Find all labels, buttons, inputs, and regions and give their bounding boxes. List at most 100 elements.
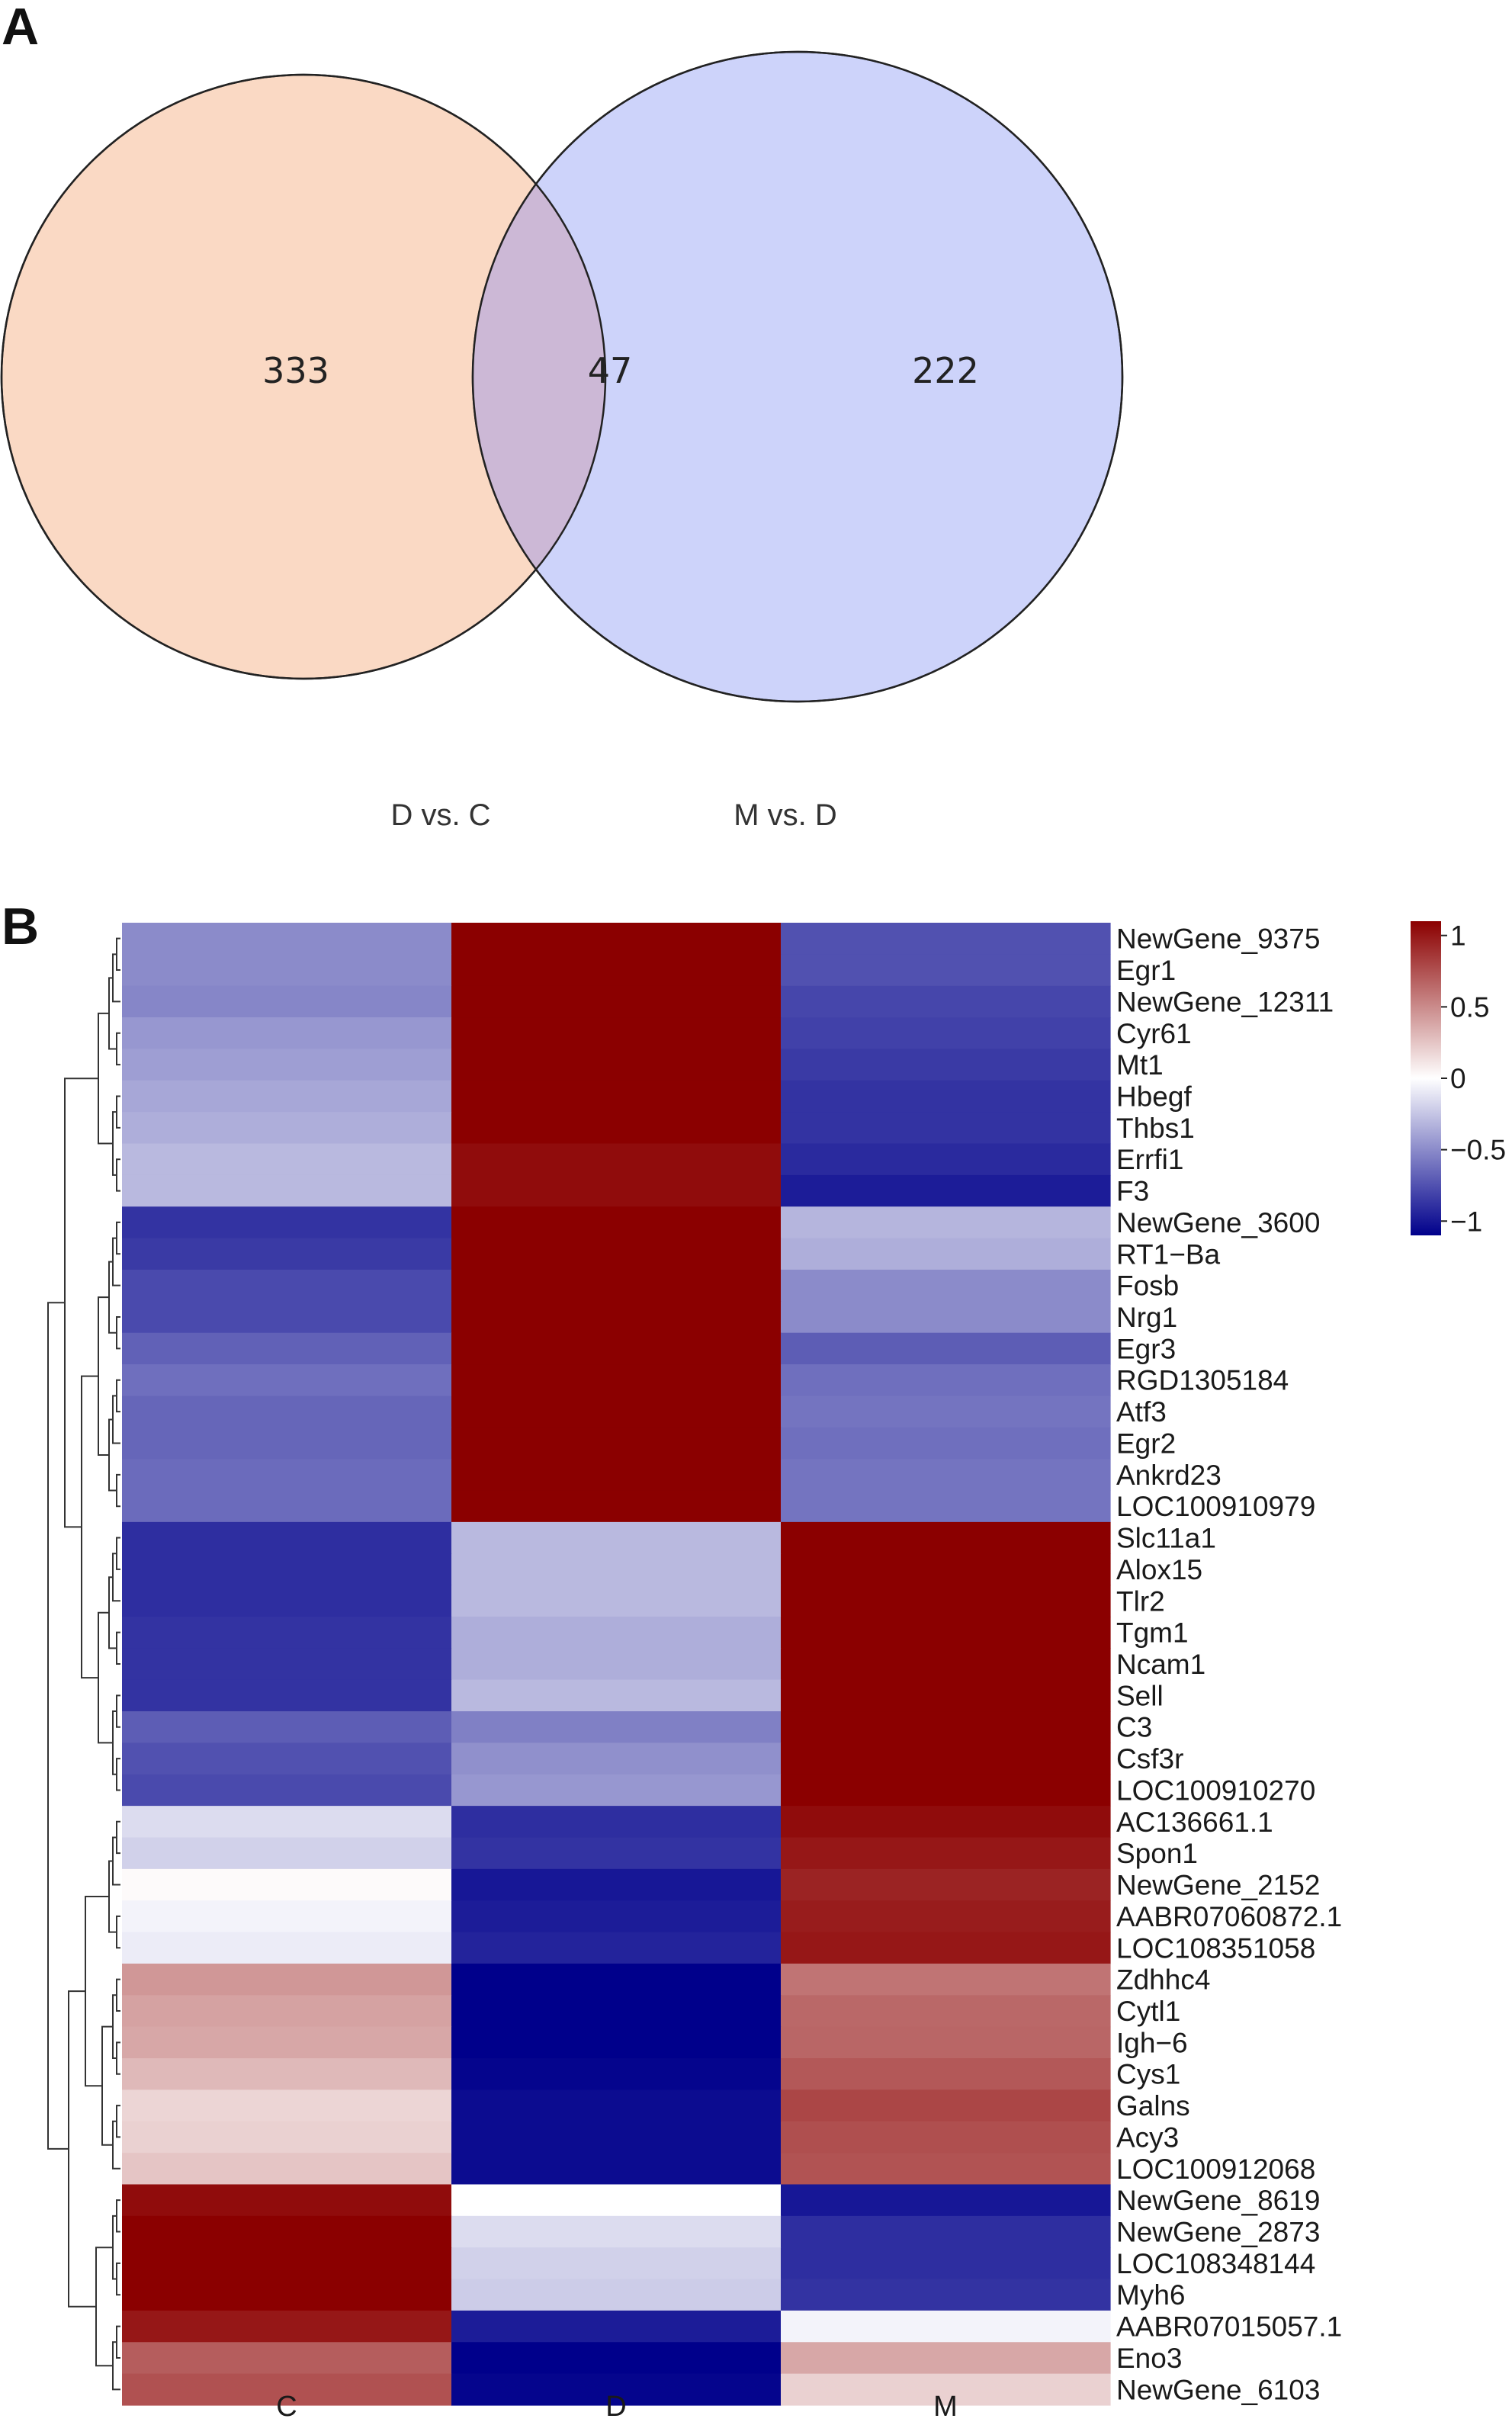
gene-label: Hbegf [1116,1081,1192,1112]
dendrogram-branch [116,2041,120,2075]
heatmap-cell [781,2121,1111,2154]
heatmap-cell [122,2279,452,2311]
gene-label: LOC108348144 [1116,2248,1315,2279]
gene-label: Spon1 [1116,1838,1198,1869]
heatmap-cell [781,1238,1111,1270]
gene-label: Nrg1 [1116,1302,1177,1333]
dendrogram-branch [116,1221,120,1255]
dendrogram-branch [116,2199,120,2233]
heatmap-cell [451,1900,782,1933]
dendrogram-branch [116,1032,120,1066]
gene-label: AC136661.1 [1116,1807,1273,1838]
heatmap-cell [781,954,1111,987]
dendrogram-branch [116,1158,120,1192]
heatmap-cell [122,1742,452,1775]
color-scale-legend: 1 0.5 0 −0.5 −1 [1411,920,1506,1237]
heatmap-cell [122,2373,452,2406]
heatmap-cell [122,2342,452,2375]
heatmap-cell [451,1711,782,1744]
heatmap-cell [451,1017,782,1050]
dendrogram-branch [116,1379,120,1413]
venn-overlap [473,184,605,570]
heatmap-cell [122,1774,452,1807]
gene-label: Slc11a1 [1116,1523,1216,1554]
heatmap-cell [451,1459,782,1492]
gene-label: Igh−6 [1116,2027,1188,2058]
dendrogram-branch [116,2262,120,2296]
heatmap-cell [781,1616,1111,1649]
gene-label: Cyr61 [1116,1018,1192,1049]
dendrogram-branch [101,2025,113,2146]
heatmap-cell [122,1995,452,2028]
heatmap-cell [781,2247,1111,2280]
dendrogram-branch [116,1758,120,1791]
gene-label: Eno3 [1116,2343,1182,2374]
heatmap-cell [451,1616,782,1649]
heatmap-cell [451,1332,782,1365]
column-label: D [605,2391,626,2423]
heatmap-cell [122,2310,452,2343]
heatmap-cell [451,954,782,987]
gene-label: Ncam1 [1116,1649,1205,1680]
gene-label: Cys1 [1116,2059,1180,2090]
gene-label: Zdhhc4 [1116,1964,1210,1996]
heatmap-cell [781,1648,1111,1681]
heatmap-cell [122,1837,452,1870]
heatmap-cell [122,1648,452,1681]
heatmap-cell [451,1143,782,1176]
heatmap-cell [781,2373,1111,2406]
heatmap-cell [122,1616,452,1649]
heatmap-cell [451,1648,782,1681]
dendrogram-branch [85,1896,109,2087]
color-scale-bar [1411,921,1441,1235]
heatmap-cell [451,2247,782,2280]
heatmap-cell [122,1269,452,1302]
heatmap-cell [451,1553,782,1586]
heatmap-cell [122,954,452,987]
heatmap-cell [451,1679,782,1712]
gene-label: Myh6 [1116,2279,1185,2311]
heatmap-cell [781,1301,1111,1334]
dendrogram-branch [116,937,120,972]
heatmap-cell [451,1301,782,1334]
column-label: C [276,2391,297,2423]
heatmap-cell [122,1364,452,1397]
heatmap-cell [451,1269,782,1302]
heatmap-cell [451,1774,782,1807]
legend-tick-label: −0.5 [1450,1135,1506,1166]
heatmap-cell [122,1459,452,1492]
heatmap-cell [781,2215,1111,2248]
dendrogram-branch [95,2247,113,2367]
gene-label: LOC100912068 [1116,2154,1315,2185]
heatmap-cell [122,2121,452,2154]
heatmap-cell [781,1521,1111,1554]
heatmap-cell [781,2153,1111,2186]
heatmap-cell [122,1868,452,1901]
venn-set-label-d-vs-c: D vs. C [390,798,490,832]
dendrogram-branch [116,1694,120,1728]
heatmap-cell [122,2184,452,2217]
heatmap-cell [451,985,782,1018]
venn-set-label-m-vs-d: M vs. D [734,798,837,832]
heatmap-cell [781,1868,1111,1901]
venn-diagram: 333 47 222 D vs. C M vs. D [0,50,1124,832]
heatmap-cell [451,1396,782,1428]
heatmap-cell [122,1963,452,1996]
gene-label: NewGene_2152 [1116,1870,1320,1901]
heatmap-cell [122,1112,452,1145]
heatmap-cell [451,1963,782,1996]
heatmap-cell [451,1112,782,1145]
heatmap-cell [122,2058,452,2090]
legend-tick-label: 0 [1450,1063,1466,1094]
heatmap-cell [451,923,782,955]
gene-label: NewGene_6103 [1116,2374,1320,2405]
gene-label: Fosb [1116,1270,1179,1302]
heatmap-cell [451,2342,782,2375]
gene-label: RGD1305184 [1116,1365,1289,1396]
dendrogram-branch [116,1537,120,1570]
heatmap-cell [451,2279,782,2311]
heatmap-cell [781,1742,1111,1775]
heatmap-cell [781,1806,1111,1839]
heatmap-cell [781,923,1111,955]
heatmap-cell [451,1490,782,1523]
